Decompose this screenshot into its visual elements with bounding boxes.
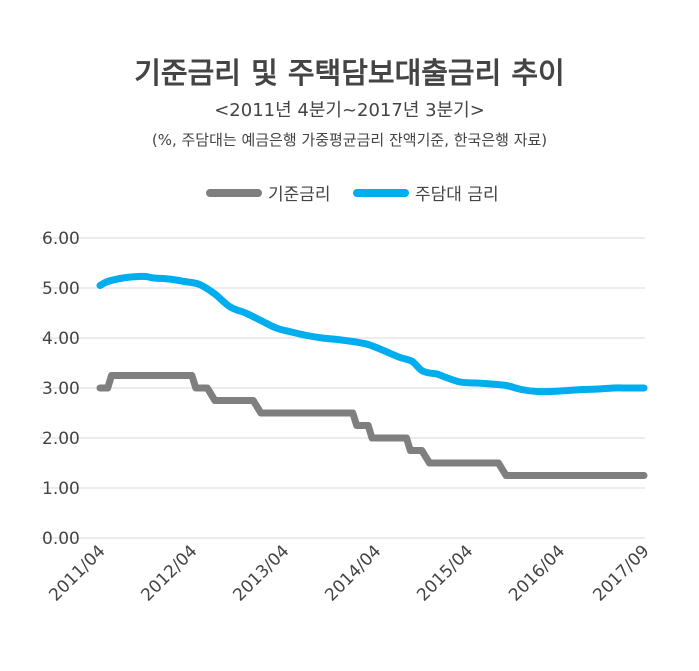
legend-label-mortgage-rate: 주담대 금리 — [415, 185, 499, 205]
chart-note: (%, 주담대는 예금은행 가중평균금리 잔액기준, 한국은행 자료) — [151, 131, 548, 149]
x-tick-label: 2014/04 — [321, 541, 385, 605]
chart-subtitle: <2011년 4분기~2017년 3분기> — [214, 100, 485, 121]
legend-label-base-rate: 기준금리 — [268, 185, 331, 205]
y-tick-label: 6.00 — [42, 229, 80, 249]
series-line-mortgage-rate — [96, 272, 648, 396]
y-tick-label: 3.00 — [42, 379, 80, 399]
y-tick-label: 5.00 — [42, 279, 80, 299]
x-tick-label: 2017/09 — [589, 541, 653, 605]
legend-swatch-mortgage-rate — [353, 188, 409, 197]
legend-item-base-rate: 기준금리 — [206, 180, 331, 205]
chart-title: 기준금리 및 주택담보대출금리 추이 — [134, 56, 565, 90]
y-tick-label: 4.00 — [42, 329, 80, 349]
chart-legend: 기준금리 주담대 금리 — [0, 180, 699, 205]
x-tick-label: 2015/04 — [413, 541, 477, 605]
x-tick-label: 2016/04 — [505, 541, 569, 605]
x-tick-label: 2011/04 — [45, 541, 109, 605]
y-tick-label: 0.00 — [42, 529, 80, 549]
y-tick-label: 1.00 — [42, 479, 80, 499]
legend-item-mortgage-rate: 주담대 금리 — [353, 180, 499, 205]
series-line-base-rate — [96, 372, 648, 479]
x-tick-label: 2012/04 — [137, 541, 201, 605]
legend-swatch-base-rate — [206, 188, 262, 197]
y-tick-label: 2.00 — [42, 429, 80, 449]
x-tick-label: 2013/04 — [229, 541, 293, 605]
